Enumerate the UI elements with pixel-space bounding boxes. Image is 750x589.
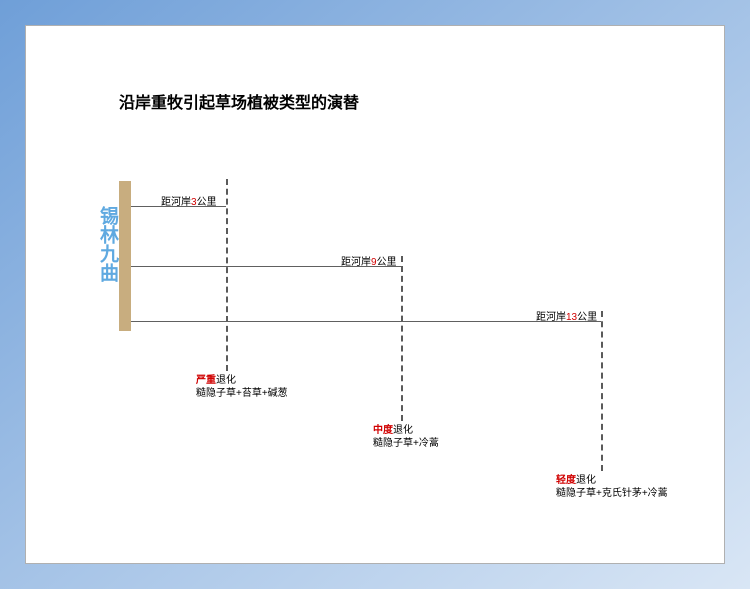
degradation-label: 严重退化糙隐子草+苔草+碱葱	[196, 375, 288, 400]
severity-tail: 退化	[216, 375, 236, 386]
outer-frame: 沿岸重牧引起草场植被类型的演替 锡林九曲 距河岸3公里严重退化糙隐子草+苔草+碱…	[0, 0, 750, 589]
distance-suffix: 公里	[377, 257, 397, 268]
boundary-dash	[601, 311, 603, 471]
distance-prefix: 距河岸	[161, 197, 191, 208]
inner-page: 沿岸重牧引起草场植被类型的演替 锡林九曲 距河岸3公里严重退化糙隐子草+苔草+碱…	[25, 25, 725, 564]
boundary-dash	[401, 256, 403, 421]
severity-tail: 退化	[393, 425, 413, 436]
species-list: 糙隐子草+冷蒿	[373, 438, 439, 449]
distance-label: 距河岸13公里	[536, 308, 597, 323]
severity-tail: 退化	[576, 475, 596, 486]
distance-suffix: 公里	[197, 197, 217, 208]
distance-prefix: 距河岸	[341, 257, 371, 268]
degradation-label: 轻度退化糙隐子草+克氏针茅+冷蒿	[556, 475, 668, 500]
distance-prefix: 距河岸	[536, 312, 566, 323]
river-label: 锡林九曲	[94, 206, 121, 282]
distance-line	[131, 321, 601, 322]
degradation-label: 中度退化糙隐子草+冷蒿	[373, 425, 439, 450]
diagram-title: 沿岸重牧引起草场植被类型的演替	[119, 89, 359, 113]
severity-level: 轻度	[556, 475, 576, 486]
severity-level: 中度	[373, 425, 393, 436]
distance-number: 13	[566, 312, 577, 323]
severity-level: 严重	[196, 375, 216, 386]
species-list: 糙隐子草+苔草+碱葱	[196, 388, 288, 399]
species-list: 糙隐子草+克氏针茅+冷蒿	[556, 488, 668, 499]
distance-label: 距河岸3公里	[161, 193, 217, 208]
boundary-dash	[226, 179, 228, 371]
distance-suffix: 公里	[577, 312, 597, 323]
distance-label: 距河岸9公里	[341, 253, 397, 268]
